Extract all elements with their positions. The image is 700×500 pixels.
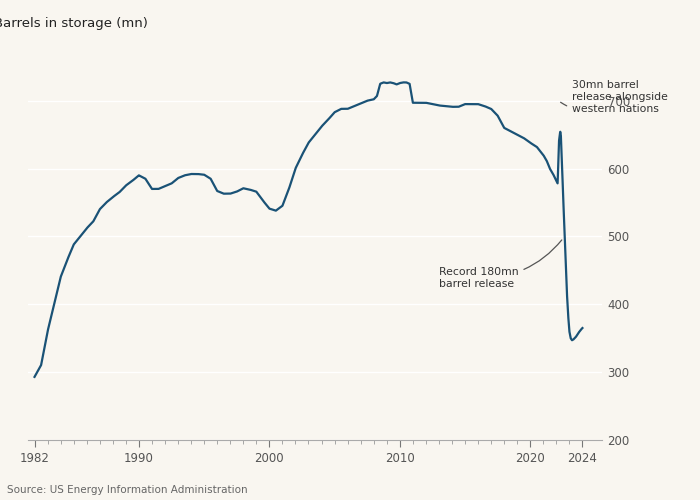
Text: Source: US Energy Information Administration: Source: US Energy Information Administra… xyxy=(7,485,248,495)
Text: 30mn barrel
release alongside
western nations: 30mn barrel release alongside western na… xyxy=(561,80,668,114)
Text: Barrels in storage (mn): Barrels in storage (mn) xyxy=(0,16,148,30)
Text: Record 180mn
barrel release: Record 180mn barrel release xyxy=(439,240,562,288)
